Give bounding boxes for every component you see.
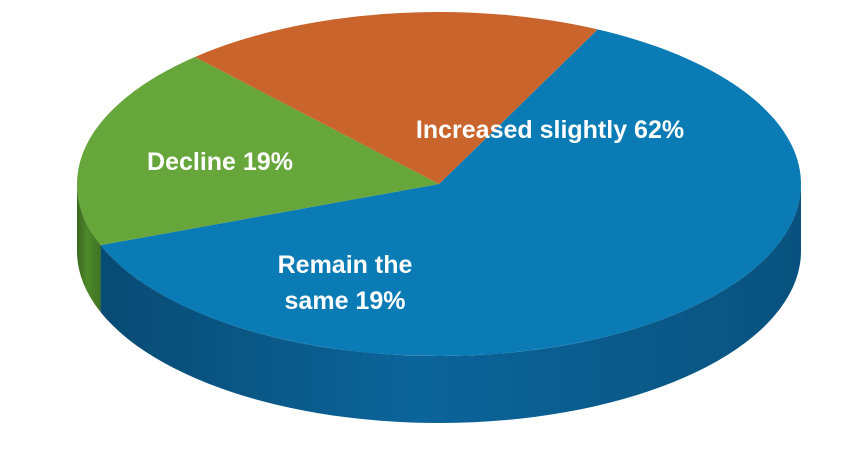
pie-slice-side-shade <box>77 184 101 313</box>
slice-label-line: Remain the <box>278 251 413 279</box>
slice-label-line: Increased slightly 62% <box>416 116 684 144</box>
pie-slices <box>76 12 801 357</box>
slice-label: Increased slightly 62% <box>416 116 684 144</box>
slice-label: Remain the same 19% <box>278 251 413 315</box>
pie-slice-side-shade <box>100 184 802 424</box>
slice-label: Decline 19% <box>147 148 293 176</box>
pie-slice <box>194 12 598 185</box>
slice-label-line: Decline 19% <box>147 148 293 176</box>
pie-sides <box>77 184 802 424</box>
pie-slice <box>100 29 801 357</box>
slice-label-line: same 19% <box>285 287 406 315</box>
pie-slice <box>76 56 439 246</box>
pie-labels: Increased slightly 62% Remain the same 19%… <box>147 116 684 315</box>
